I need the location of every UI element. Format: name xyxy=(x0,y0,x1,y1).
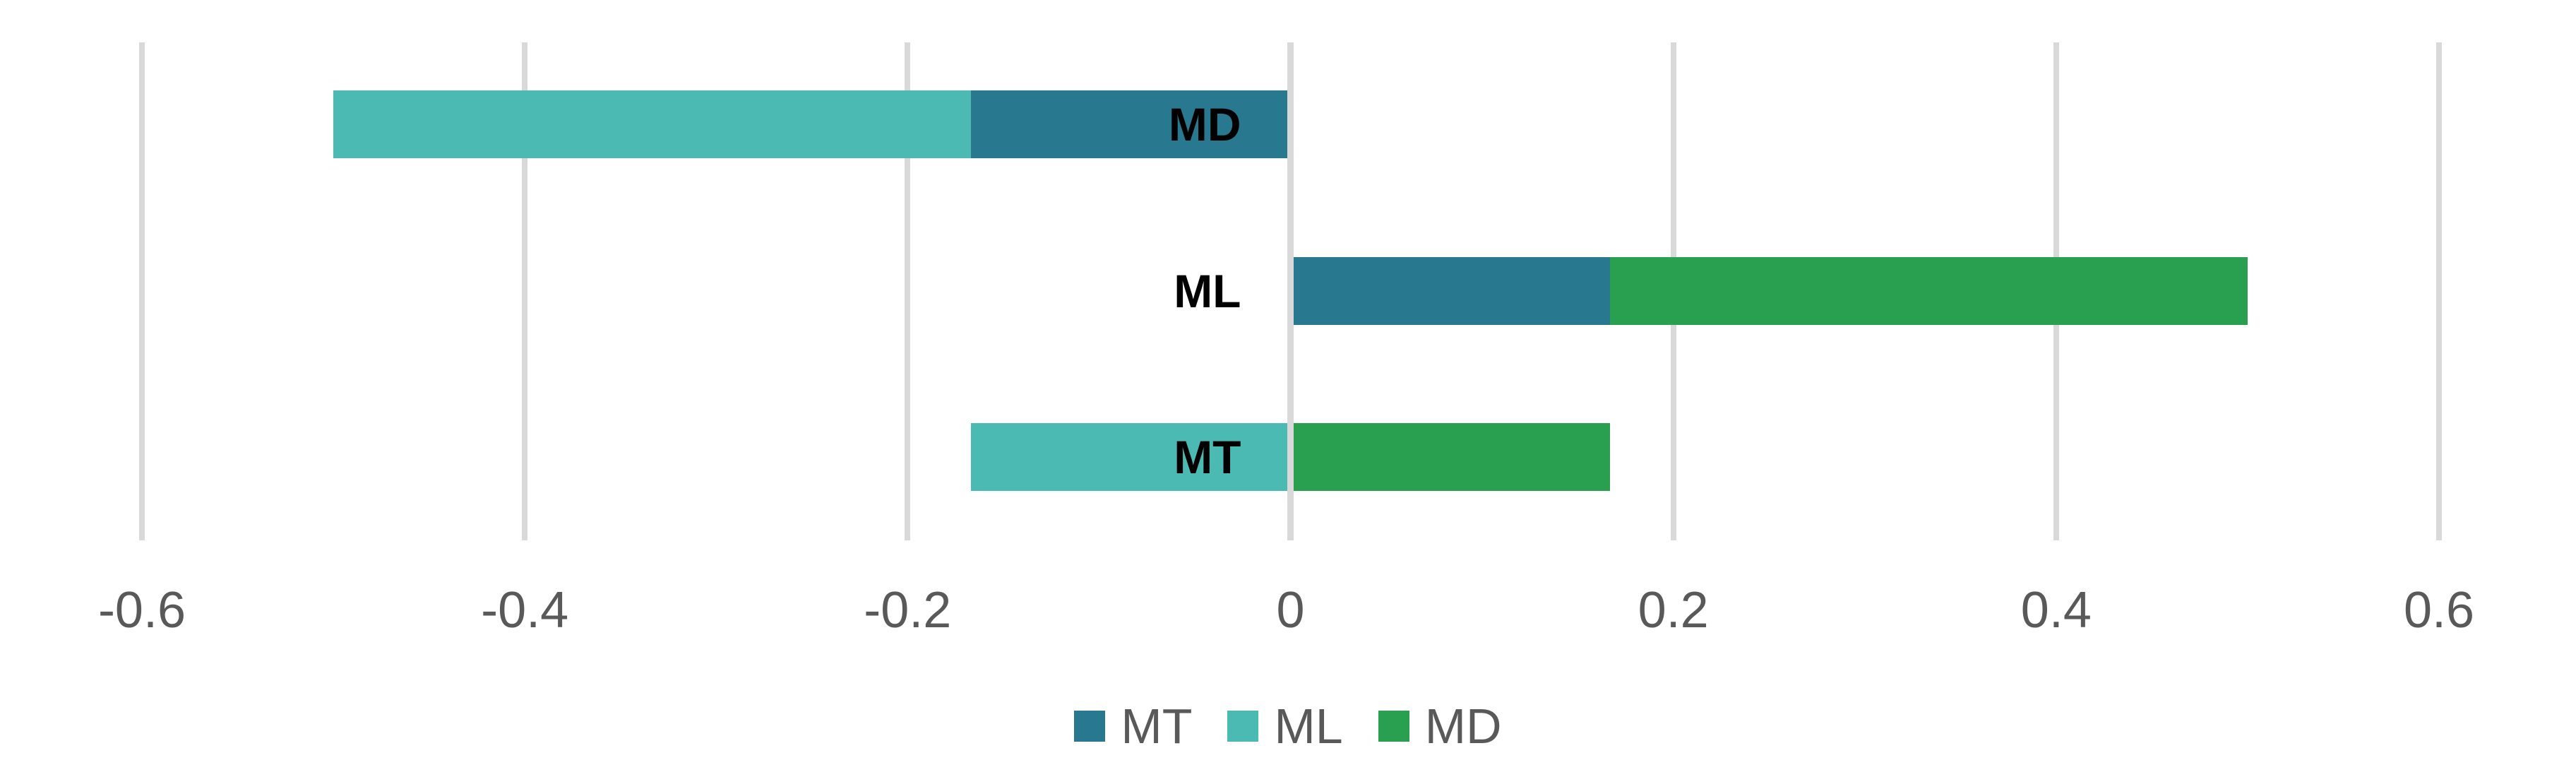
legend-swatch-MT xyxy=(1074,711,1106,742)
bar-segment-MD-ML xyxy=(1610,256,2248,325)
x-tick-label: 0 xyxy=(1276,582,1305,639)
category-label-MT: MT xyxy=(1174,431,1241,484)
legend-swatch-MD xyxy=(1378,711,1409,742)
bar-segment-ML-MD xyxy=(333,90,971,158)
legend-label: ML xyxy=(1274,699,1343,754)
legend-swatch-ML xyxy=(1227,711,1259,742)
bar-segment-ML-MT xyxy=(970,423,1291,492)
category-label-ML: ML xyxy=(1174,264,1241,317)
bar-segment-MT-ML xyxy=(1290,256,1611,325)
chart-legend: MT ML MD xyxy=(0,699,2576,754)
legend-entry-MD: MD xyxy=(1378,699,1502,754)
x-tick-label: -0.4 xyxy=(481,582,569,639)
legend-entry-MT: MT xyxy=(1074,699,1193,754)
x-tick-label: -0.6 xyxy=(97,582,186,639)
gridline xyxy=(905,42,911,540)
gridline xyxy=(2436,42,2442,540)
category-label-MD: MD xyxy=(1168,97,1241,150)
x-tick-label: -0.2 xyxy=(864,582,952,639)
bar-segment-MD-MT xyxy=(1290,423,1611,492)
legend-label: MD xyxy=(1424,699,1502,754)
legend-label: MT xyxy=(1121,699,1193,754)
zero-axis-line xyxy=(1287,42,1294,540)
legend-entry-ML: ML xyxy=(1227,699,1343,754)
gridline xyxy=(139,42,145,540)
x-tick-label: 0.2 xyxy=(1638,582,1709,639)
x-tick-label: 0.6 xyxy=(2403,582,2475,639)
x-tick-label: 0.4 xyxy=(2020,582,2092,639)
bar-segment-MT-MD xyxy=(970,90,1291,158)
gridline xyxy=(522,42,528,540)
